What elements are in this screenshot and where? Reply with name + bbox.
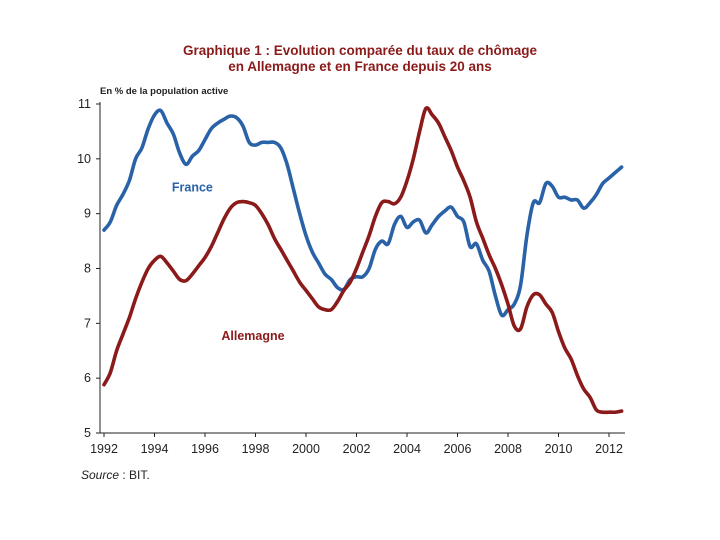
x-tick-label: 2010: [545, 442, 573, 456]
source-text: : BIT.: [119, 468, 150, 482]
x-tick-label: 1994: [141, 442, 169, 456]
x-tick-label: 2000: [292, 442, 320, 456]
y-tick-label: 11: [78, 97, 91, 111]
x-tick-label: 2002: [343, 442, 371, 456]
y-tick-label: 5: [84, 426, 91, 440]
series-label-allemagne: Allemagne: [221, 329, 284, 343]
y-tick-label: 6: [84, 371, 91, 385]
y-tick-label: 10: [77, 152, 91, 166]
x-tick-label: 2008: [494, 442, 522, 456]
y-tick-label: 8: [84, 262, 91, 276]
y-tick-label: 9: [84, 207, 91, 221]
chart-title-line2: en Allemagne et en France depuis 20 ans: [228, 59, 492, 74]
source-prefix: Source: [81, 468, 120, 482]
source-note: Source : BIT.: [81, 468, 150, 482]
x-tick-label: 2012: [595, 442, 623, 456]
axes: 5 6 7 8 9 10 11 1992 1994 1996 1998 2000 2002 2004 200…: [77, 97, 625, 456]
series-line-france: [102, 108, 624, 318]
series-group: [102, 105, 624, 415]
y-tick-label: 7: [84, 316, 91, 330]
series-line-allemagne: [102, 105, 624, 415]
series-labels: France Allemagne: [172, 181, 285, 343]
x-tick-label: 1998: [242, 442, 270, 456]
x-tick-label: 2004: [393, 442, 421, 456]
x-tick-label: 1992: [90, 442, 118, 456]
y-axis-unit-label: En % de la population active: [100, 86, 229, 97]
chart-title-line1: Graphique 1 : Evolution comparée du taux…: [182, 43, 538, 58]
x-tick-label: 1996: [191, 442, 219, 456]
series-label-france: France: [172, 181, 213, 195]
x-tick-label: 2006: [444, 442, 472, 456]
